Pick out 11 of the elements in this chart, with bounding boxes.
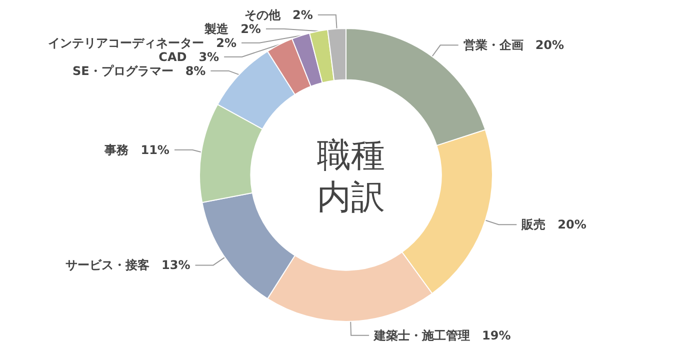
- slice-label: 販売 20%: [520, 218, 586, 232]
- slice-label: 製造 2%: [204, 22, 261, 36]
- text: 職種内訳: [317, 136, 385, 218]
- slice-label: 営業・企画 20%: [463, 38, 564, 52]
- slice-label: SE・プログラマー 8%: [72, 64, 206, 78]
- slice-label: その他 2%: [244, 8, 313, 22]
- slice-label: CAD 3%: [158, 50, 220, 64]
- slice-label: 建築士・施工管理 19%: [373, 328, 511, 342]
- slice-label: 事務 11%: [104, 142, 170, 157]
- slice-label: サービス・接客 13%: [66, 258, 190, 272]
- slice-label: インテリアコーディネーター 2%: [48, 36, 236, 50]
